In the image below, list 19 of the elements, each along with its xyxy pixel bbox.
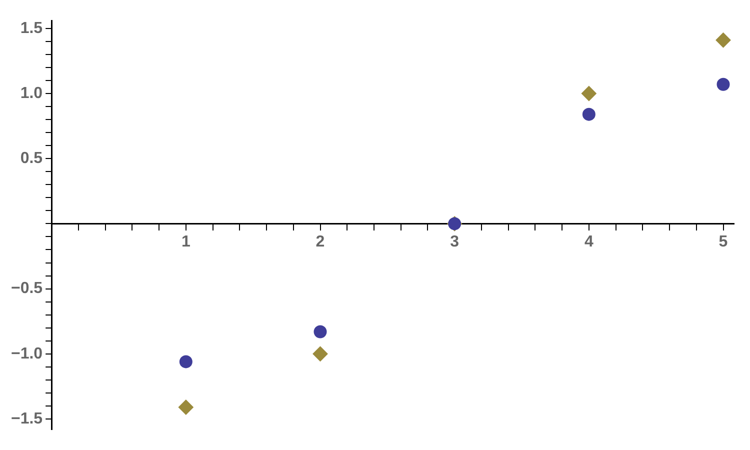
y-tick-label: −1.5 [10,410,43,428]
x-tick-label: 2 [316,234,325,251]
y-tick-label: −0.5 [10,280,43,298]
y-tick-label: −1.0 [10,345,43,362]
point [314,325,327,338]
point [178,400,194,415]
y-tick-label: 1.5 [20,20,43,37]
x-tick-label: 3 [450,234,460,251]
point [716,32,731,48]
point [581,86,596,102]
point [312,346,328,362]
y-tick-label: 0.5 [20,150,43,168]
x-tick-label: 1 [181,234,190,251]
point [582,108,596,121]
point [716,78,730,91]
y-tick-label: 1.0 [20,84,43,102]
x-tick-label: 4 [584,234,594,251]
point [179,355,192,368]
x-tick-label: 5 [718,234,728,251]
